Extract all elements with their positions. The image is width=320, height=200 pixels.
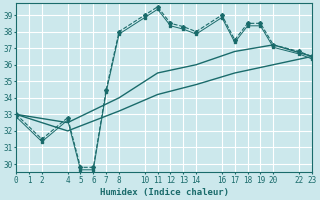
X-axis label: Humidex (Indice chaleur): Humidex (Indice chaleur) (100, 188, 228, 197)
